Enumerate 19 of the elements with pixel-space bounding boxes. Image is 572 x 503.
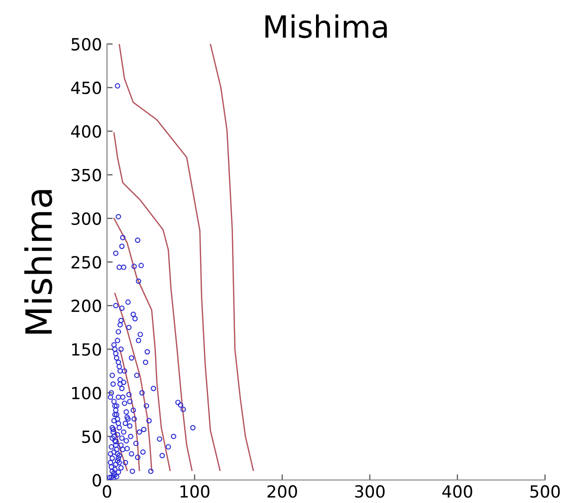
y-tick-label: 400 [71, 125, 102, 138]
y-tick-label: 250 [72, 256, 102, 269]
y-tick-label: 450 [71, 82, 102, 94]
y-tick-label: 300 [72, 212, 102, 225]
y-tick-label: 200 [72, 300, 102, 312]
x-tick-label: 500 [530, 485, 560, 498]
x-tick-label: 100 [180, 485, 210, 498]
y-tick-label: 150 [72, 343, 102, 356]
y-tick-label: 0 [92, 474, 102, 487]
y-tick-label: 500 [72, 38, 102, 51]
y-tick-label: 50 [82, 430, 102, 443]
y-axis-title: Mishima [24, 190, 52, 334]
y-tick-label: 350 [72, 168, 102, 182]
x-tick-label: 200 [268, 485, 297, 498]
x-tick-label: 400 [442, 485, 472, 498]
x-tick-label: 0 [102, 485, 112, 498]
y-tick-label: 100 [72, 386, 102, 400]
chart-title: Mishima [265, 14, 387, 38]
x-tick-label: 300 [355, 485, 385, 498]
